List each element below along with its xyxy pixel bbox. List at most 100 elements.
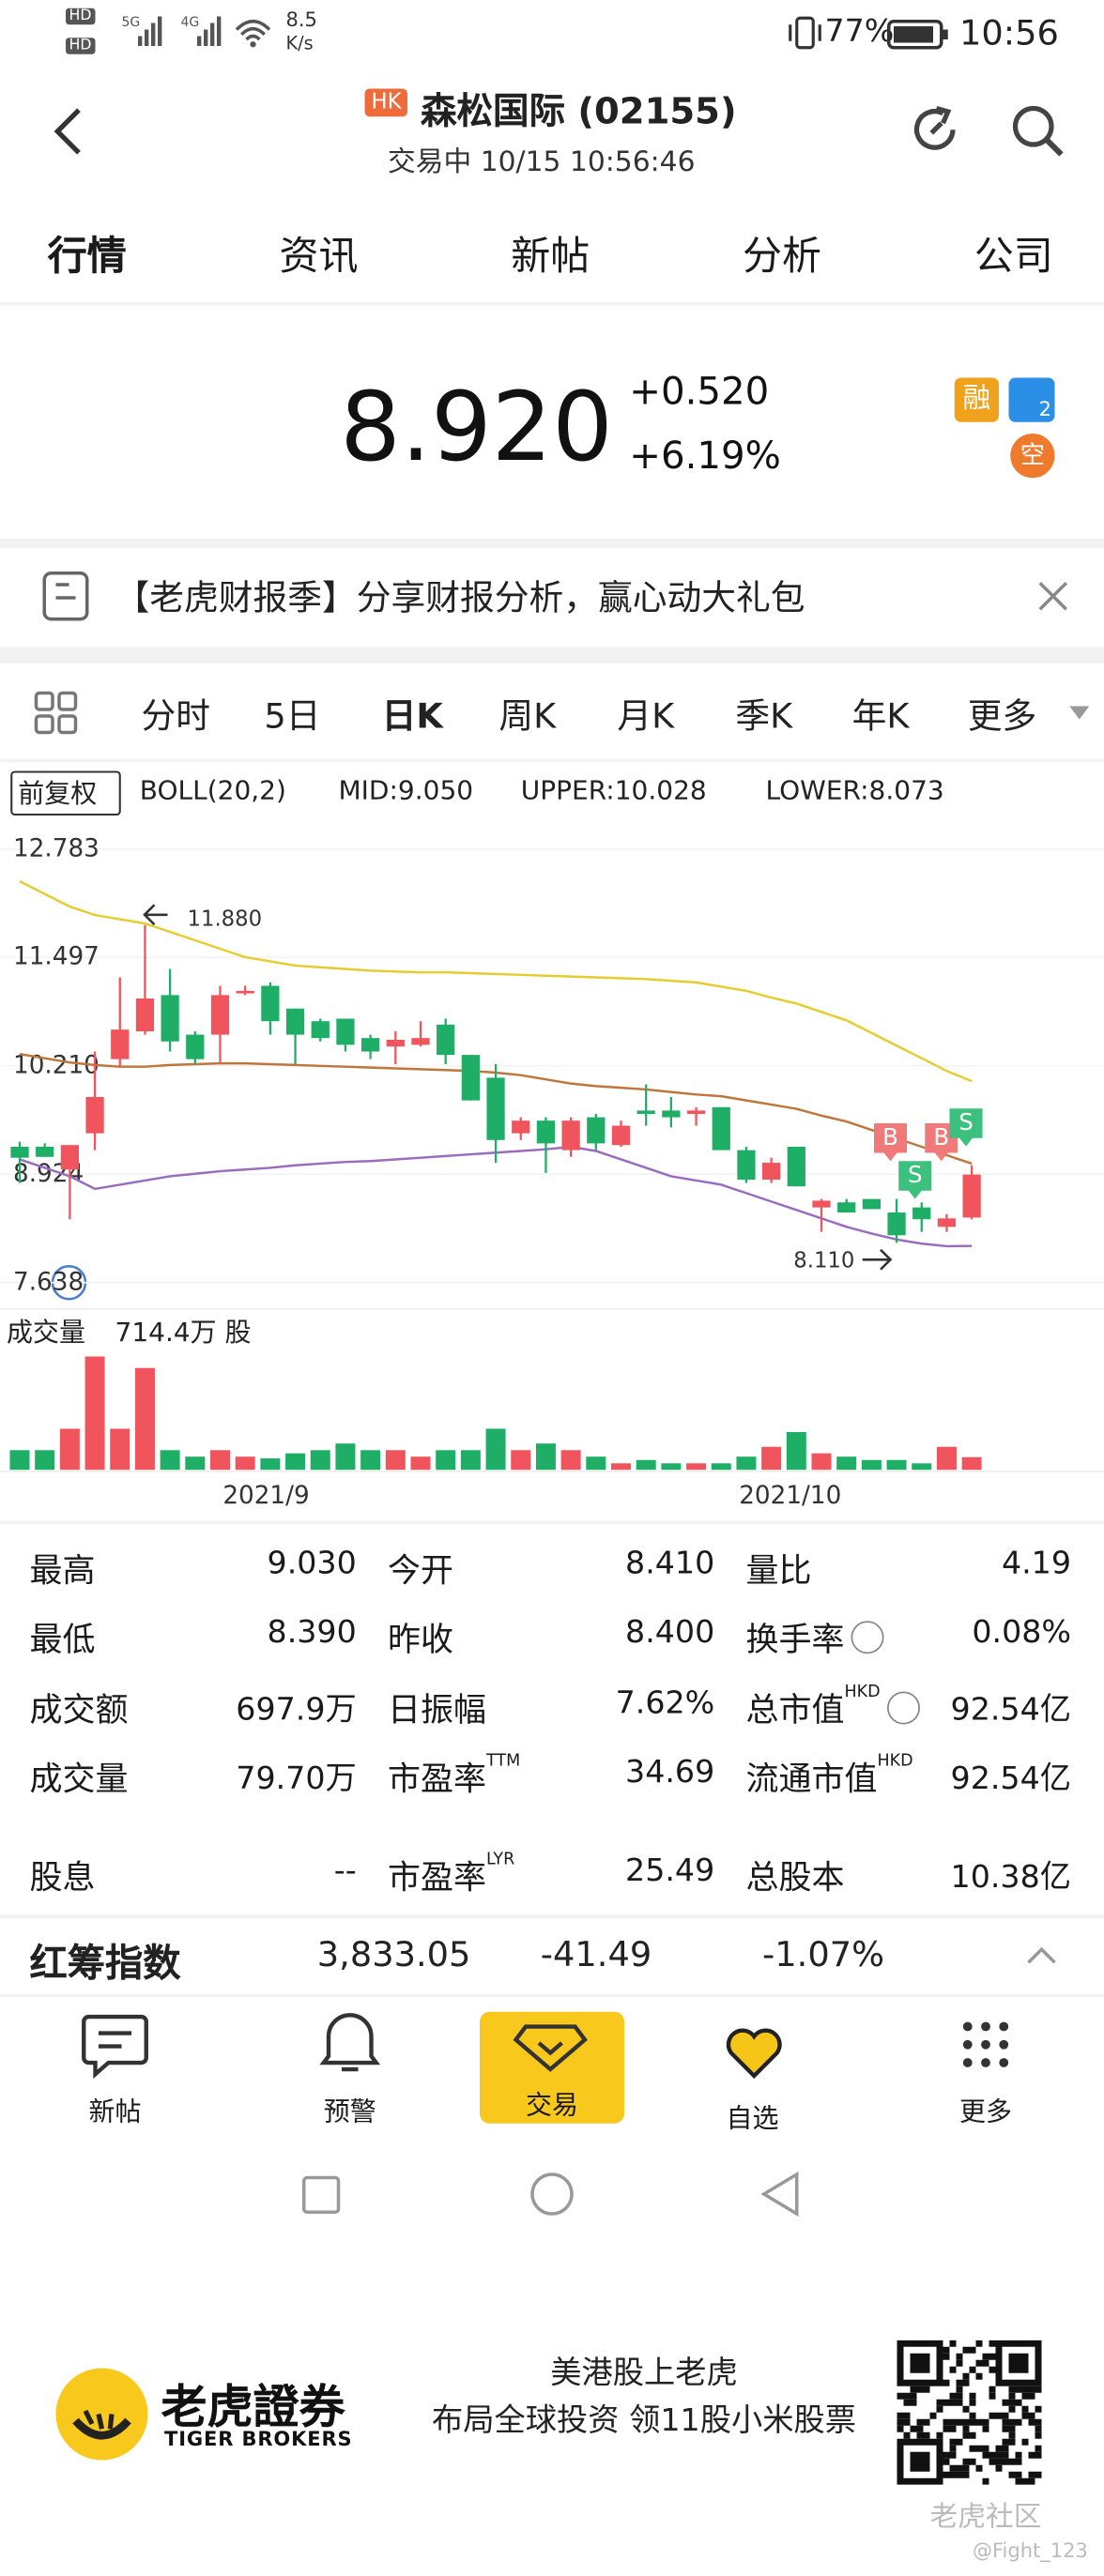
qr-module (1008, 2425, 1016, 2432)
info-icon[interactable] (851, 1621, 884, 1654)
high-label: 11.880 (188, 907, 263, 932)
candle-body (186, 1034, 205, 1059)
qr-module (995, 2451, 1003, 2459)
x-tick-label: 2021/9 (222, 1482, 309, 1510)
stat-value: 8.390 (267, 1614, 357, 1651)
candle-body (486, 1077, 505, 1140)
net-label: 4G (180, 14, 200, 30)
qr-finder (910, 2353, 930, 2373)
volume-bar (360, 1450, 381, 1471)
qr-module (956, 2392, 963, 2400)
qr-module (975, 2445, 983, 2452)
volume-bar (335, 1443, 356, 1471)
close-banner[interactable] (1035, 578, 1072, 615)
stat-value: 9.030 (267, 1545, 357, 1582)
candle-body (336, 1018, 355, 1045)
stat-value: 697.9万 (236, 1691, 357, 1729)
period-tab[interactable]: 季K (735, 696, 793, 736)
low-arrow (862, 1248, 893, 1271)
qr-module (962, 2431, 970, 2439)
expand-arrow[interactable] (1025, 1944, 1058, 1968)
y-tick-label: 12.783 (13, 834, 100, 862)
qr-module (962, 2379, 970, 2386)
short-badge[interactable]: 空 (1010, 434, 1055, 479)
candle-body (686, 1110, 706, 1114)
dropdown-arrow[interactable] (1068, 703, 1092, 723)
candle-body (937, 1218, 957, 1227)
period-tab[interactable]: 分时 (141, 696, 211, 736)
qr-module (956, 2418, 963, 2426)
search-button[interactable] (1009, 102, 1068, 161)
qr-module (989, 2458, 996, 2465)
nav-item[interactable]: 自选 (726, 2102, 779, 2134)
qr-module (956, 2353, 963, 2360)
period-tab[interactable]: 周K (498, 696, 557, 736)
candle-body (386, 1039, 405, 1047)
lower-label: LOWER:8.073 (766, 775, 944, 806)
stat-label-text: 流通市值 (745, 1759, 878, 1799)
qr-module (943, 2346, 950, 2354)
layout-icon[interactable] (33, 690, 83, 739)
nav-icons (82, 2013, 1009, 2080)
candle-body (712, 1106, 730, 1151)
qr-module (897, 2392, 904, 2400)
period-tab[interactable]: 更多 (967, 696, 1037, 736)
candle-body (611, 1125, 631, 1146)
volume-bar (761, 1446, 782, 1471)
stat-label-text: 总股本 (745, 1857, 845, 1898)
qr-module (989, 2451, 996, 2459)
qr-module (1008, 2471, 1016, 2478)
qr-module (989, 2385, 996, 2393)
tab[interactable]: 公司 (974, 233, 1053, 280)
qr-module (936, 2405, 943, 2413)
stat-value: 10.38亿 (950, 1859, 1071, 1896)
qr-module (949, 2399, 957, 2406)
nav-item[interactable]: 新帖 (88, 2096, 142, 2127)
qr-module (916, 2431, 924, 2439)
period-tab[interactable]: 月K (617, 696, 675, 736)
stock-name: 森松国际 (02155) (421, 92, 737, 133)
period-tab[interactable]: 年K (851, 696, 910, 736)
qr-module (949, 2451, 957, 2459)
stat-label: 日振幅 (388, 1684, 486, 1731)
candle-body (912, 1207, 931, 1220)
tab[interactable]: 行情 (47, 233, 127, 280)
qr-module (910, 2399, 917, 2406)
volume-bar (786, 1432, 806, 1471)
margin-badge[interactable]: 融 (954, 377, 999, 422)
nav-item[interactable]: 交易 (525, 2089, 578, 2121)
qr-module (1035, 2471, 1042, 2478)
qr-module (962, 2418, 970, 2426)
qr-module (962, 2471, 970, 2478)
nav-item[interactable]: 更多 (958, 2096, 1012, 2127)
volume-bar (9, 1450, 30, 1471)
qr-module (1002, 2458, 1009, 2465)
banner-text[interactable]: 【老虎财报季】分享财报分析，赢心动大礼包 (115, 578, 805, 617)
adjust-label[interactable]: 前复权 (18, 778, 97, 809)
qr-module (1002, 2412, 1009, 2419)
tab[interactable]: 资讯 (279, 233, 359, 280)
period-tab[interactable]: 5日 (264, 696, 321, 736)
low-label: 8.110 (793, 1249, 854, 1273)
volume-bar (59, 1428, 80, 1471)
qr-module (1028, 2451, 1035, 2459)
adjust-box[interactable] (10, 770, 121, 816)
qr-module (982, 2477, 989, 2485)
x-tick-label: 2021/10 (739, 1482, 841, 1510)
level2-badge[interactable]: 2 (1008, 377, 1055, 422)
signal-marker (874, 1123, 907, 1162)
back-button[interactable] (46, 105, 96, 158)
tab[interactable]: 新帖 (511, 233, 590, 280)
qr-module (943, 2451, 950, 2459)
refresh-button[interactable] (907, 102, 963, 159)
index-name[interactable]: 红筹指数 (29, 1943, 181, 1986)
qr-module (969, 2346, 976, 2354)
period-tab[interactable]: 日K (381, 696, 443, 736)
stat-label-text: 最高 (29, 1550, 96, 1590)
qr-module (1021, 2385, 1029, 2393)
candle-body (787, 1146, 805, 1187)
nav-item[interactable]: 预警 (323, 2096, 376, 2127)
tab[interactable]: 分析 (743, 233, 821, 280)
last-price: 8.920 (340, 371, 613, 483)
info-icon[interactable] (886, 1691, 920, 1725)
